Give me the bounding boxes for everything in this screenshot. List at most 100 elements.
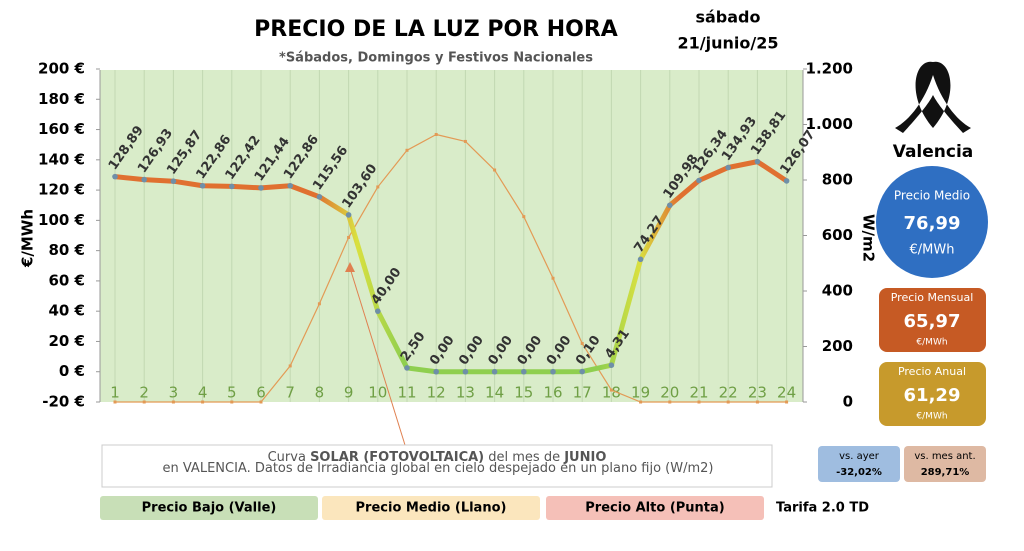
anual-unit: €/MWh bbox=[916, 412, 947, 422]
legend-bar-mid bbox=[322, 496, 540, 520]
price-point bbox=[287, 182, 294, 189]
solar-point bbox=[668, 400, 672, 404]
anual-box bbox=[879, 362, 986, 426]
date: 21/junio/25 bbox=[678, 34, 779, 53]
x-tick-label: 3 bbox=[169, 384, 179, 402]
price-point bbox=[667, 202, 673, 209]
medio-value: 76,99 bbox=[904, 213, 961, 234]
y-tick-label: 140 € bbox=[38, 150, 85, 168]
legend-bar-high bbox=[546, 496, 764, 520]
legend-label: Precio Bajo (Valle) bbox=[142, 501, 277, 516]
annotation-part: SOLAR (FOTOVOLTAICA) bbox=[310, 450, 484, 465]
x-tick-label: 19 bbox=[631, 384, 650, 402]
y-tick-label: -20 € bbox=[42, 393, 85, 411]
price-point bbox=[579, 368, 585, 375]
mes-box bbox=[904, 446, 986, 482]
x-tick-label: 13 bbox=[456, 384, 475, 402]
medio-circle bbox=[876, 166, 988, 278]
solar-point bbox=[259, 400, 263, 404]
date-day: sábado bbox=[695, 8, 760, 27]
y-tick-label: 40 € bbox=[48, 302, 85, 320]
y2-tick-label: 1.200 bbox=[806, 60, 853, 78]
annotation-part: del mes de bbox=[484, 450, 564, 465]
solar-point bbox=[726, 400, 730, 404]
x-tick-label: 6 bbox=[256, 384, 266, 402]
legend-bar-low bbox=[100, 496, 318, 520]
price-point bbox=[375, 308, 381, 314]
solar-point bbox=[755, 400, 759, 404]
price-point bbox=[170, 178, 177, 185]
x-tick-label: 24 bbox=[777, 384, 796, 402]
annotation-box bbox=[101, 444, 773, 488]
annotation-part: JUNIO bbox=[563, 450, 606, 465]
x-tick-label: 21 bbox=[689, 384, 708, 402]
x-tick-label: 17 bbox=[573, 384, 592, 402]
y-tick-label: 200 € bbox=[38, 60, 85, 78]
x-tick-label: 22 bbox=[719, 384, 738, 402]
y-tick-label: 100 € bbox=[38, 211, 85, 229]
y-tick-label: 20 € bbox=[48, 332, 85, 350]
solar-point bbox=[171, 400, 175, 404]
x-tick-label: 11 bbox=[397, 384, 416, 402]
price-point bbox=[112, 173, 118, 180]
y-tick-label: 60 € bbox=[48, 271, 85, 289]
annotation-arrow bbox=[349, 267, 406, 446]
ribbon-icon bbox=[895, 61, 971, 133]
mensual-box bbox=[879, 288, 986, 352]
price-point bbox=[754, 158, 761, 165]
mensual-label: Precio Mensual bbox=[891, 291, 974, 304]
x-tick-label: 20 bbox=[660, 384, 679, 402]
y2-tick-label: 0 bbox=[843, 393, 853, 411]
solar-point bbox=[376, 185, 380, 189]
solar-point bbox=[113, 400, 117, 404]
plot-area bbox=[100, 70, 803, 402]
y2-tick-label: 400 bbox=[822, 282, 853, 300]
y-tick-label: 120 € bbox=[38, 181, 85, 199]
tarifa: Tarifa 2.0 TD bbox=[776, 501, 869, 516]
price-point bbox=[550, 368, 556, 375]
x-tick-label: 1 bbox=[110, 384, 120, 402]
solar-point bbox=[551, 276, 555, 280]
mensual-unit: €/MWh bbox=[916, 338, 947, 348]
x-tick-label: 16 bbox=[543, 384, 562, 402]
y-tick-label: 0 € bbox=[59, 362, 85, 380]
subtitle: *Sábados, Domingos y Festivos Nacionales bbox=[279, 51, 593, 66]
x-tick-label: 2 bbox=[139, 384, 149, 402]
ayer-label: vs. ayer bbox=[839, 451, 880, 462]
solar-point bbox=[142, 400, 146, 404]
solar-point bbox=[405, 148, 409, 152]
chart-title: PRECIO DE LA LUZ POR HORA bbox=[254, 17, 618, 42]
solar-point bbox=[288, 364, 292, 368]
solar-point bbox=[463, 139, 467, 143]
price-point bbox=[608, 362, 615, 369]
y2-axis-label: W/m2 bbox=[860, 214, 878, 262]
price-point bbox=[199, 182, 206, 189]
price-point bbox=[521, 368, 527, 375]
annotation: Curva SOLAR (FOTOVOLTAICA) del mes de JU… bbox=[268, 450, 607, 465]
x-tick-label: 14 bbox=[485, 384, 504, 402]
solar-point bbox=[434, 132, 438, 136]
mes-label: vs. mes ant. bbox=[914, 451, 975, 462]
solar-point bbox=[493, 168, 497, 172]
x-tick-label: 12 bbox=[427, 384, 446, 402]
x-tick-label: 7 bbox=[285, 384, 295, 402]
y2-tick-label: 200 bbox=[822, 337, 853, 355]
solar-point bbox=[317, 302, 321, 306]
price-point bbox=[725, 164, 731, 171]
y2-tick-label: 1.000 bbox=[806, 115, 853, 133]
mes-value: 289,71% bbox=[921, 467, 970, 478]
ayer-box bbox=[818, 446, 900, 482]
y2-tick-label: 600 bbox=[822, 226, 853, 244]
city: Valencia bbox=[893, 142, 974, 162]
solar-point bbox=[697, 400, 701, 404]
legend-label: Precio Alto (Punta) bbox=[585, 501, 724, 516]
price-point bbox=[462, 368, 469, 375]
annotation-rest: en VALENCIA. Datos de Irradiancia global… bbox=[162, 462, 714, 476]
medio-label: Precio Medio bbox=[894, 189, 970, 203]
x-tick-label: 8 bbox=[315, 384, 325, 402]
x-tick-label: 10 bbox=[368, 384, 387, 402]
price-point bbox=[258, 185, 264, 191]
x-tick-label: 15 bbox=[514, 384, 533, 402]
